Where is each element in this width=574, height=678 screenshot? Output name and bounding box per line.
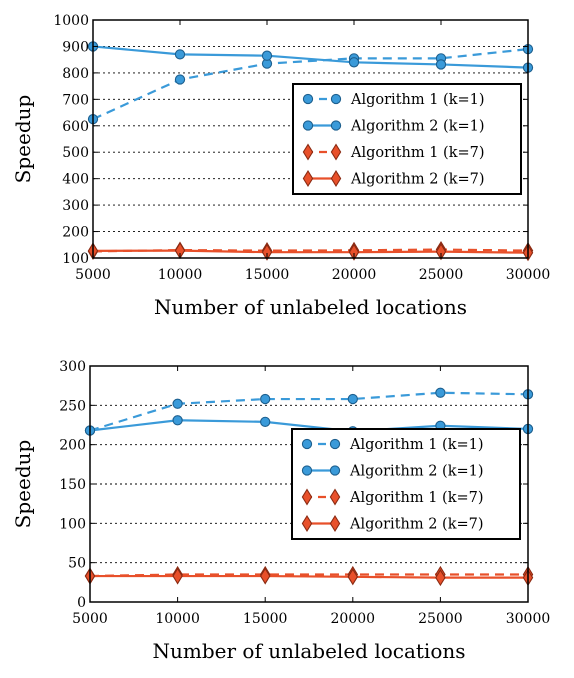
legend-label: Algorithm 2 (k=7)	[349, 517, 484, 533]
x-tick-label: 30000	[506, 267, 551, 283]
x-tick-label: 5000	[72, 611, 108, 627]
data-point	[348, 394, 357, 403]
x-tick-label: 25000	[419, 267, 464, 283]
series-markers	[88, 42, 532, 72]
y-tick-label: 1000	[53, 13, 89, 29]
x-tick-label: 20000	[331, 611, 376, 627]
y-axis-title: Speedup	[11, 95, 35, 184]
data-point	[175, 75, 184, 84]
x-axis-title: Number of unlabeled locations	[154, 295, 467, 319]
legend-marker	[331, 121, 340, 130]
y-tick-label: 300	[59, 359, 86, 375]
y-tick-label: 200	[62, 225, 89, 241]
y-tick-label: 600	[62, 119, 89, 135]
legend-marker	[330, 439, 339, 448]
x-tick-label: 10000	[158, 267, 203, 283]
x-tick-label: 30000	[506, 611, 551, 627]
y-tick-label: 150	[59, 477, 86, 493]
legend-label: Algorithm 1 (k=1)	[349, 437, 484, 453]
chart-top: 100 200 300 400 500 600 700 800 900 1000 5000 10000…	[11, 13, 550, 319]
legend-label: Algorithm 2 (k=7)	[350, 172, 485, 188]
legend-marker	[330, 466, 339, 475]
y-tick-label: 100	[59, 516, 86, 532]
legend-marker	[302, 466, 311, 475]
y-tick-label: 800	[62, 66, 89, 82]
y-tick-label: 900	[62, 39, 89, 55]
y-tick-label: 0	[77, 595, 86, 611]
y-tick-label: 250	[59, 398, 86, 414]
data-point	[349, 58, 358, 67]
legend-marker	[303, 121, 312, 130]
y-axis-title: Speedup	[11, 440, 35, 529]
data-point	[261, 569, 270, 584]
legend-marker	[303, 94, 312, 103]
x-tick-label: 25000	[418, 611, 463, 627]
data-point	[173, 399, 182, 408]
x-axis-title: Number of unlabeled locations	[153, 639, 466, 663]
series-1	[90, 393, 528, 431]
y-tick-label: 400	[62, 172, 89, 188]
legend: Algorithm 1 (k=1) Algorithm 2 (k=1) Algori…	[293, 84, 521, 194]
data-point	[436, 60, 445, 69]
series-4	[90, 576, 528, 578]
data-point	[175, 50, 184, 59]
series-line	[90, 576, 528, 578]
y-tick-label: 700	[62, 92, 89, 108]
y-tick-label: 300	[62, 198, 89, 214]
legend-marker	[302, 439, 311, 448]
x-tick-label: 10000	[155, 611, 200, 627]
y-tick-label: 50	[68, 556, 86, 572]
legend: Algorithm 1 (k=1) Algorithm 2 (k=1) Algori…	[292, 429, 520, 539]
legend-label: Algorithm 1 (k=7)	[349, 490, 484, 506]
data-point	[436, 388, 445, 397]
legend-label: Algorithm 1 (k=1)	[350, 92, 485, 108]
x-tick-label: 15000	[245, 267, 290, 283]
y-tick-label: 500	[62, 145, 89, 161]
legend-label: Algorithm 2 (k=1)	[349, 464, 484, 480]
legend-marker	[331, 94, 340, 103]
legend-label: Algorithm 2 (k=1)	[350, 119, 485, 135]
legend-label: Algorithm 1 (k=7)	[350, 145, 485, 161]
y-tick-label: 100	[62, 251, 89, 267]
series-line	[90, 393, 528, 431]
x-tick-label: 5000	[75, 267, 111, 283]
y-tick-label: 200	[59, 438, 86, 454]
data-point	[261, 417, 270, 426]
x-tick-label: 20000	[332, 267, 377, 283]
data-point	[261, 394, 270, 403]
data-point	[173, 416, 182, 425]
data-point	[173, 569, 182, 584]
chart-bottom: 0 50 100 150 200 250 300 5000 10000 15000 20000 250…	[11, 359, 550, 663]
x-tick-label: 15000	[243, 611, 288, 627]
data-point	[262, 51, 271, 60]
